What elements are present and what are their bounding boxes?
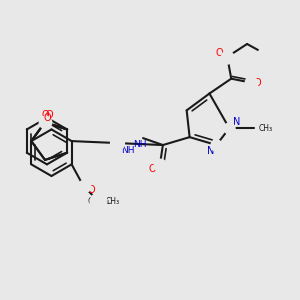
Text: N: N: [233, 117, 241, 127]
Text: CH₃: CH₃: [259, 50, 275, 59]
Text: O: O: [41, 110, 49, 120]
Text: N: N: [213, 140, 220, 150]
Text: NH: NH: [110, 139, 124, 148]
Text: O: O: [88, 185, 95, 195]
Text: O: O: [253, 78, 261, 88]
Text: NH: NH: [133, 140, 147, 148]
Text: OCH₃: OCH₃: [87, 196, 110, 206]
Text: CH₃: CH₃: [259, 124, 273, 133]
Text: O: O: [224, 52, 231, 62]
Text: N: N: [226, 123, 233, 133]
Text: O: O: [148, 164, 156, 174]
Text: N: N: [207, 146, 214, 156]
Text: O: O: [215, 48, 223, 58]
Text: O: O: [156, 160, 164, 170]
Text: O: O: [247, 78, 255, 88]
Text: O: O: [247, 78, 255, 88]
Text: NH: NH: [121, 146, 135, 154]
Text: O: O: [45, 110, 53, 120]
Text: O: O: [43, 113, 51, 123]
Text: O: O: [80, 181, 87, 191]
Text: CH₃: CH₃: [105, 196, 119, 206]
Text: O: O: [224, 52, 231, 62]
